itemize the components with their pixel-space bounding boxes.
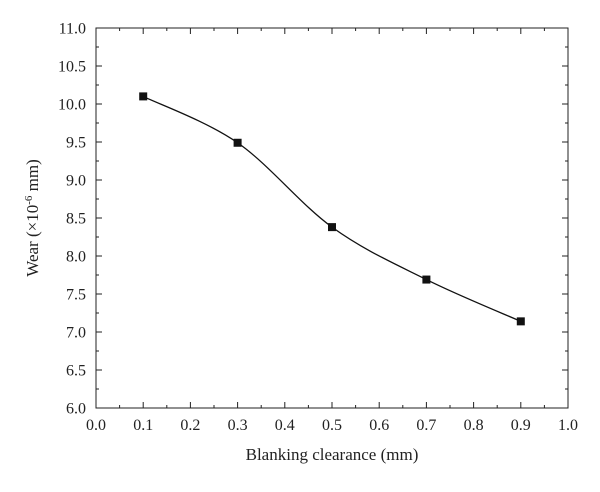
series-group <box>139 92 525 326</box>
y-tick-label: 8.0 <box>66 249 86 266</box>
plot-frame <box>95 27 569 409</box>
x-tick-label: 0.7 <box>416 417 436 434</box>
data-point-marker <box>422 275 431 284</box>
y-tick-label: 9.0 <box>66 173 86 190</box>
x-tick-label: 1.0 <box>558 417 578 434</box>
x-tick-label: 0.1 <box>133 417 153 434</box>
x-axis: 0.0 0.1 0.2 0.3 0.4 0.5 0.6 0.7 0.8 0.9 1.0 <box>86 28 578 434</box>
data-point-marker <box>328 223 336 232</box>
y-tick-label: 8.5 <box>66 211 86 228</box>
y-axis-label: Wear (×10-6 mm) <box>23 159 42 276</box>
x-tick-label: 0.9 <box>511 417 531 434</box>
x-tick-label: 0.0 <box>86 417 106 434</box>
y-axis: 6.0 6.5 7.0 7.5 8.0 8.5 9.0 9.5 10.0 10.5 11.0 <box>58 21 568 418</box>
y-tick-label: 7.0 <box>66 325 86 342</box>
x-tick-label: 0.3 <box>228 417 248 434</box>
data-point-marker <box>233 138 242 147</box>
x-tick-label: 0.8 <box>464 417 484 434</box>
x-axis-label: Blanking clearance (mm) <box>246 445 419 464</box>
x-tick-label: 0.2 <box>180 417 200 434</box>
x-tick-label: 0.4 <box>275 417 295 434</box>
data-point-marker <box>516 317 525 326</box>
y-tick-label: 10.0 <box>58 97 86 114</box>
y-tick-label: 9.5 <box>66 135 86 152</box>
y-tick-label: 6.5 <box>66 363 86 380</box>
y-tick-label: 11.0 <box>59 21 86 38</box>
y-tick-label: 6.0 <box>66 401 86 418</box>
data-point-marker <box>139 92 148 101</box>
x-tick-label: 0.6 <box>369 417 389 434</box>
series-line <box>142 95 522 322</box>
y-tick-label: 10.5 <box>58 59 86 76</box>
x-tick-label: 0.5 <box>322 417 342 434</box>
y-tick-label: 7.5 <box>66 287 86 304</box>
y-axis-label-tail: mm) <box>23 159 42 195</box>
plot-border <box>95 27 569 409</box>
y-axis-label-main: Wear (×10 <box>23 205 42 277</box>
y-axis-label-superscript: -6 <box>23 195 35 205</box>
